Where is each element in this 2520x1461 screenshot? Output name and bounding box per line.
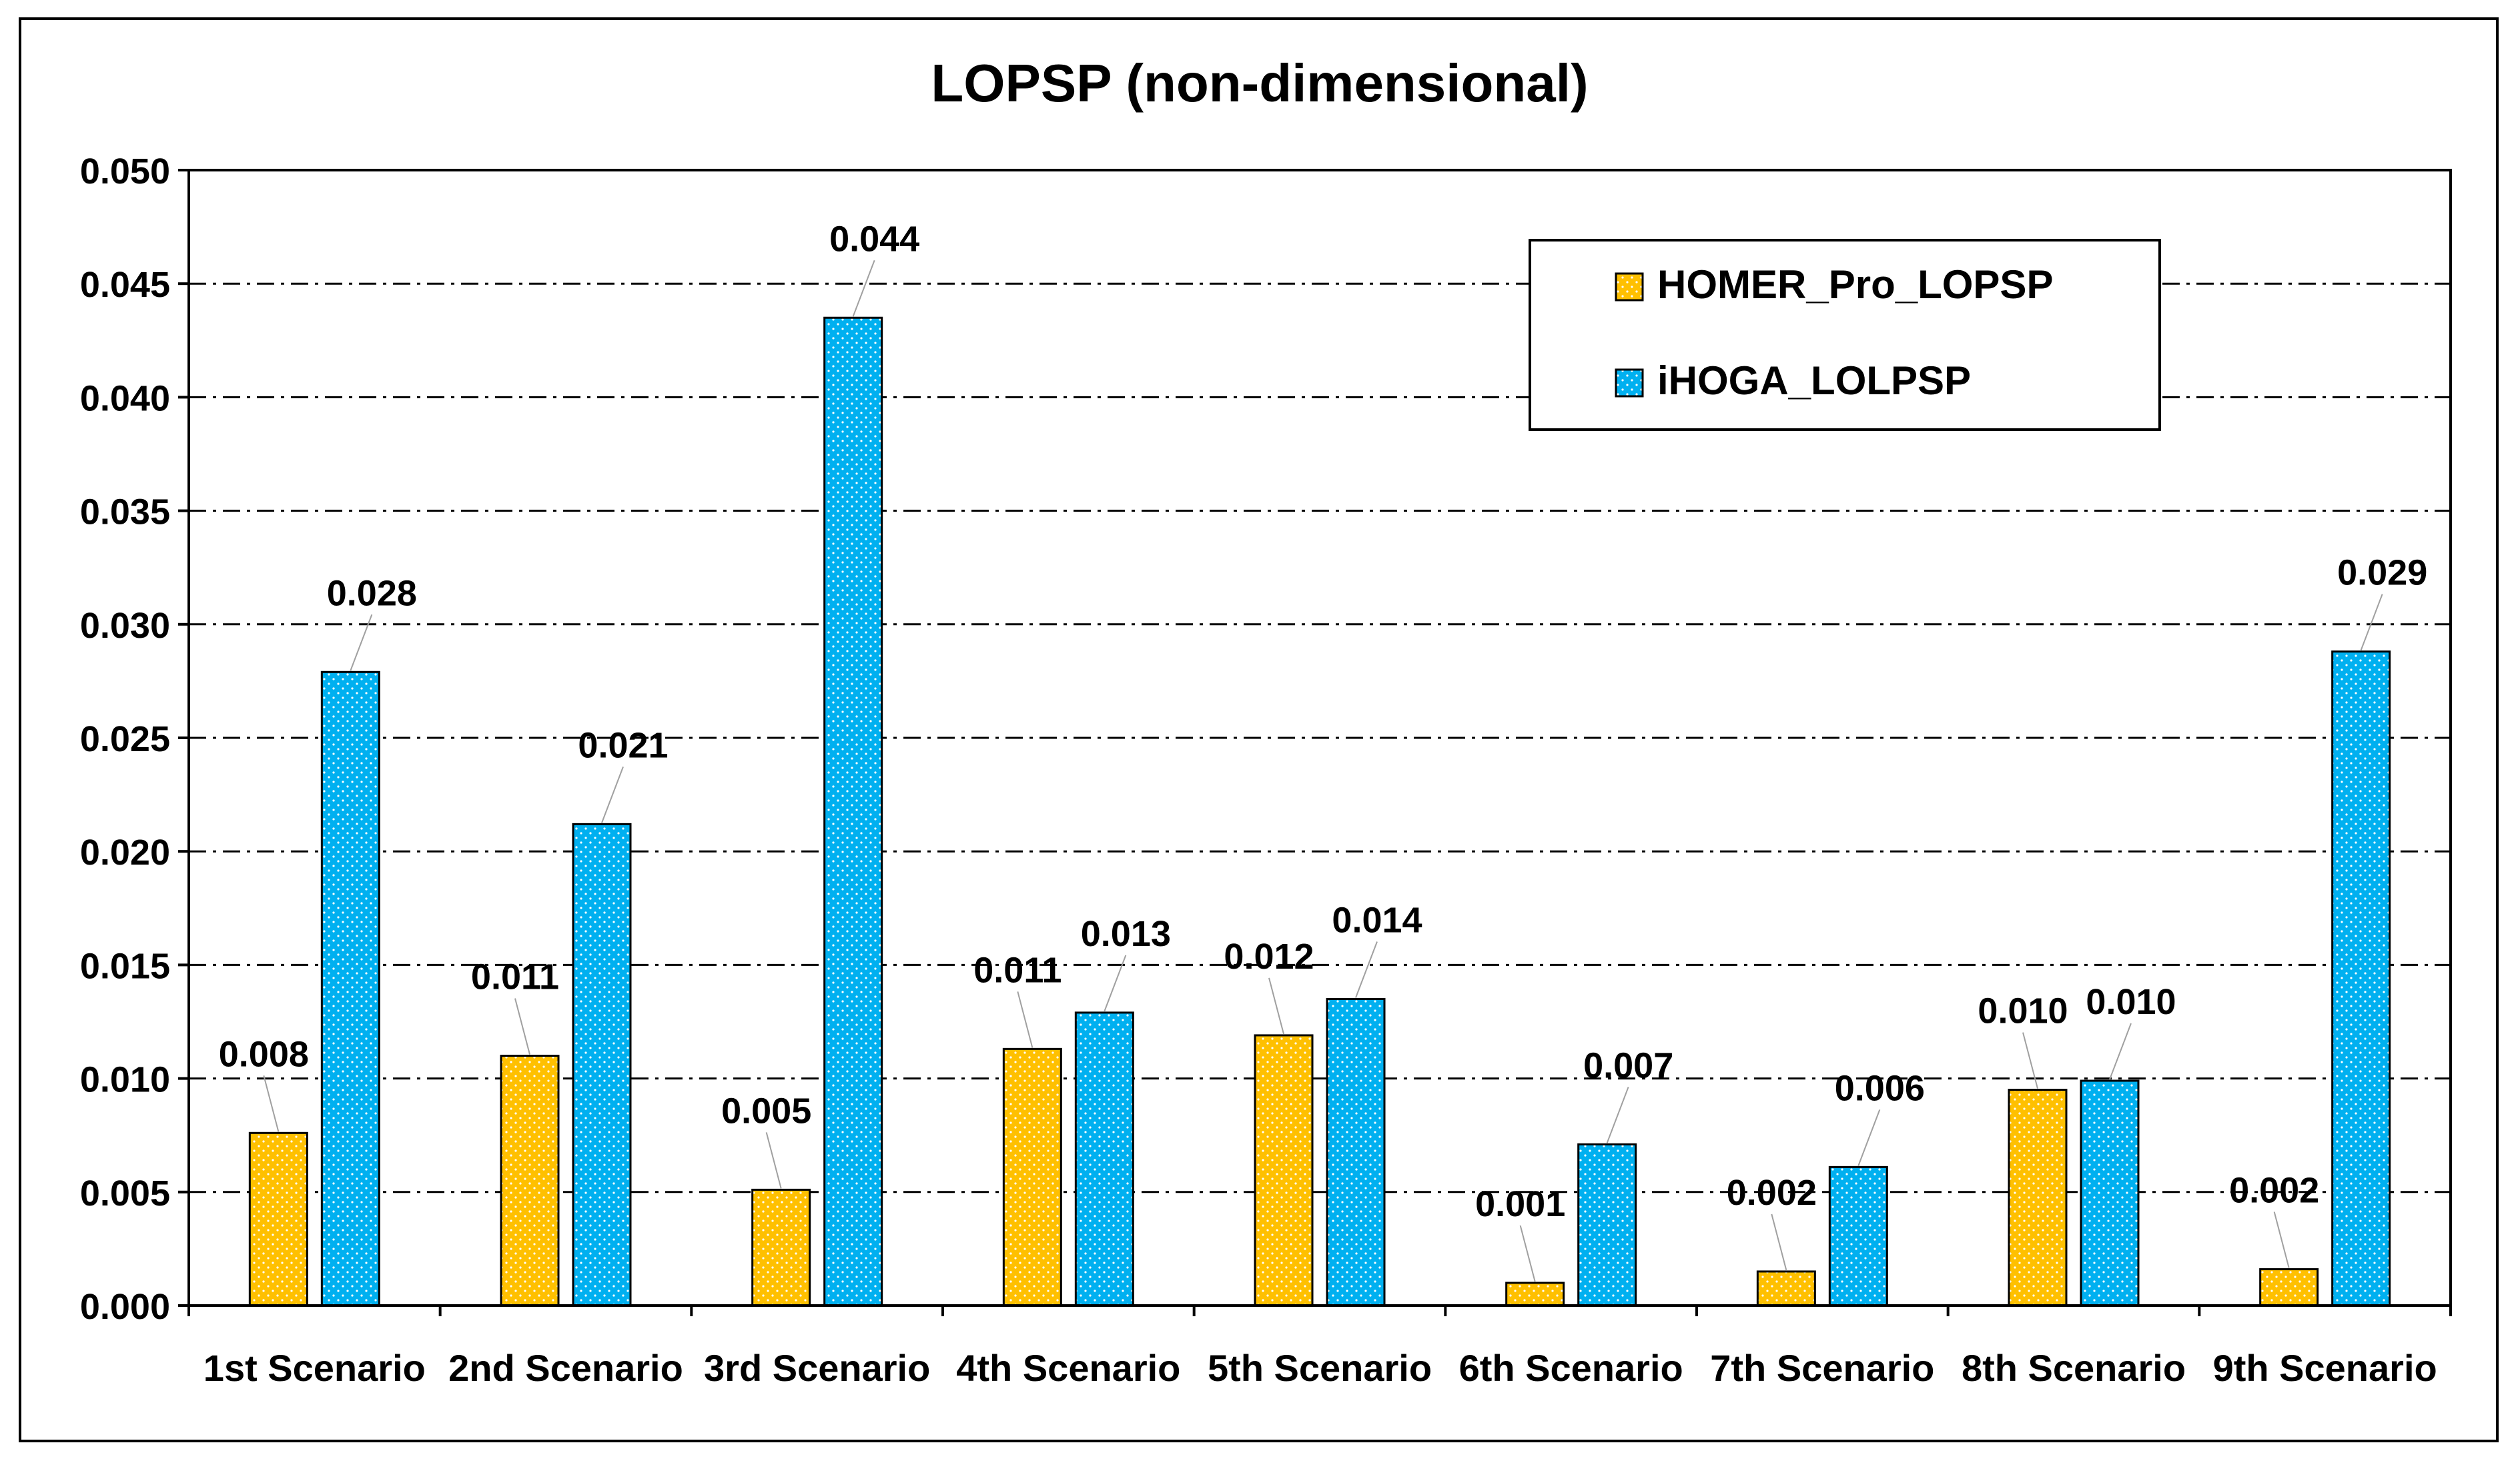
label-leader-line [1268,977,1284,1035]
label-leader-line [2022,1032,2038,1089]
bar-homer-pro [2008,1089,2068,1307]
label-leader-line [1606,1086,1629,1143]
x-tick-label: 8th Scenario [1962,1347,2186,1389]
bar-homer-pro [2259,1268,2319,1307]
data-label-homer-pro: 0.012 [1224,937,1314,977]
plot-area-border [187,169,2452,1307]
y-tick-label: 0.025 [80,719,170,759]
label-leader-line [2273,1211,2290,1268]
bar-ihoga [2331,650,2391,1307]
bar-homer-pro [1756,1270,1816,1307]
label-leader-lines [263,260,2383,1282]
bar-homer-pro [1254,1034,1314,1307]
y-tick-label: 0.010 [80,1060,170,1100]
label-leader-line [1771,1213,1787,1271]
data-label-homer-pro: 0.002 [2229,1171,2319,1211]
label-leader-line [2109,1023,2132,1080]
label-leader-line [1519,1225,1536,1282]
bar-homer-pro [1505,1282,1565,1307]
y-tick-label: 0.045 [80,265,170,305]
bar-ihoga [320,670,380,1307]
x-tick-label: 7th Scenario [1710,1347,1934,1389]
y-tick-label: 0.005 [80,1173,170,1213]
bar-ihoga [1577,1143,1637,1307]
data-label-homer-pro: 0.002 [1727,1173,1817,1213]
bar-ihoga [1828,1165,1888,1307]
bar-ihoga [1074,1011,1134,1307]
data-label-ihoga: 0.007 [1583,1045,1673,1085]
x-axis: 1st Scenario 2nd Scenario 3rd Scenario 4th … [187,1306,2452,1389]
x-tick-label: 9th Scenario [2213,1347,2437,1389]
x-tick-label: 5th Scenario [1208,1347,1432,1389]
data-label-ihoga: 0.029 [2337,553,2427,593]
bar-ihoga [823,316,883,1307]
bar-homer-pro [751,1188,811,1307]
data-labels: 0.008 0.028 0.011 0.021 0.005 0.044 0.011 0.013… [219,219,2427,1224]
bar-ihoga [2080,1079,2140,1307]
data-label-homer-pro: 0.010 [1978,991,2068,1031]
label-leader-line [852,260,875,317]
x-tick-label: 4th Scenario [956,1347,1180,1389]
legend-swatch-homer [1615,272,1644,302]
data-label-homer-pro: 0.011 [471,957,559,997]
label-leader-line [765,1132,782,1189]
legend-label-homer: HOMER_Pro_LOPSP [1657,262,2053,307]
y-tick-label: 0.050 [80,151,170,191]
x-tick-label: 6th Scenario [1459,1347,1683,1389]
data-label-ihoga: 0.014 [1332,900,1422,940]
bar-ihoga [572,823,632,1307]
label-leader-line [514,998,530,1055]
data-label-homer-pro: 0.005 [721,1091,811,1131]
label-leader-line [1355,941,1378,998]
data-label-homer-pro: 0.008 [219,1034,309,1074]
data-label-ihoga: 0.021 [578,725,668,765]
legend-swatch-ihoga [1615,368,1644,398]
y-tick-label: 0.040 [80,378,170,418]
legend: HOMER_Pro_LOPSP iHOGA_LOLPSP [1529,239,2161,431]
x-tick-label: 3rd Scenario [704,1347,930,1389]
label-leader-line [350,614,373,671]
bar-ihoga [1326,997,1386,1307]
y-axis: 0.000 0.005 0.010 0.015 0.020 0.025 0.030 0.035… [80,151,189,1327]
bar-homer-pro [500,1055,560,1307]
label-leader-line [601,766,624,823]
data-label-ihoga: 0.028 [327,573,417,613]
bar-homer-pro [248,1131,308,1307]
y-tick-label: 0.000 [80,1287,170,1327]
x-tick-label: 2nd Scenario [448,1347,683,1389]
data-label-ihoga: 0.006 [1835,1068,1925,1108]
y-tick-label: 0.015 [80,946,170,986]
data-label-homer-pro: 0.011 [973,950,1062,990]
bars [248,316,2391,1307]
y-tick-label: 0.020 [80,833,170,873]
y-tick-label: 0.035 [80,492,170,532]
bar-homer-pro [1002,1047,1062,1307]
data-label-ihoga: 0.044 [829,219,919,259]
data-label-homer-pro: 0.001 [1475,1184,1565,1224]
label-leader-line [2360,594,2383,651]
label-leader-line [1104,955,1127,1012]
x-tick-label: 1st Scenario [203,1347,426,1389]
chart-title: LOPSP (non-dimensional) [931,53,1588,113]
label-leader-line [1017,991,1033,1048]
label-leader-line [263,1075,280,1132]
data-label-ihoga: 0.013 [1081,914,1171,954]
data-label-ihoga: 0.010 [2086,982,2176,1022]
legend-box [1529,239,2161,431]
legend-label-ihoga: iHOGA_LOLPSP [1657,358,1971,403]
y-tick-label: 0.030 [80,606,170,646]
label-leader-line [1857,1109,1881,1166]
